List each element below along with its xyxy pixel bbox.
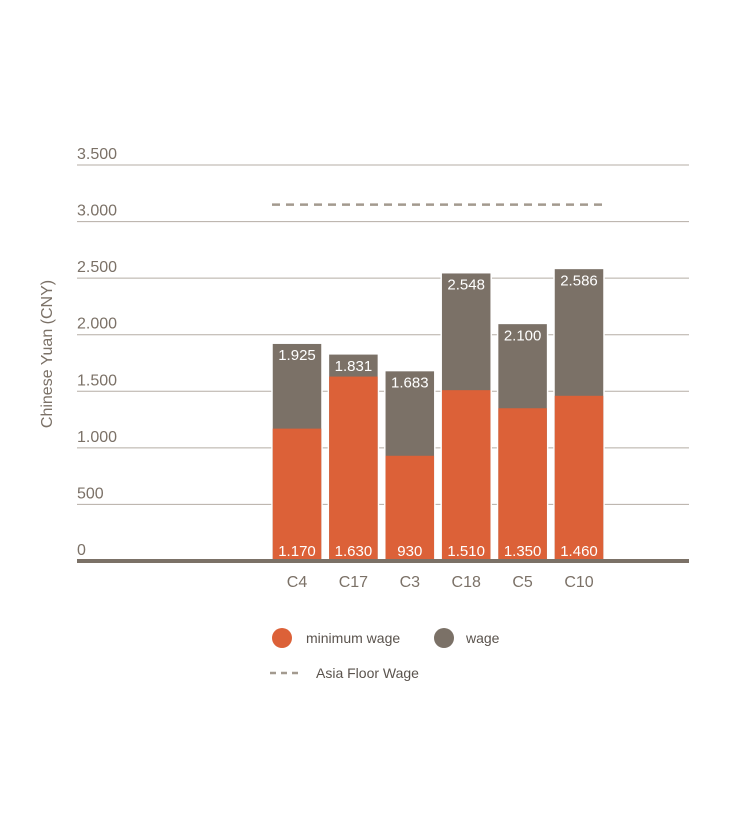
y-tick-label-1500: 1.500 bbox=[77, 372, 117, 389]
wage-data-labels: 1.925 1.831 1.683 2.548 2.100 2.586 bbox=[278, 272, 598, 391]
legend-asia-floor-wage-label: Asia Floor Wage bbox=[316, 665, 419, 681]
y-tick-label-500: 500 bbox=[77, 485, 104, 502]
x-tick-label-c10: C10 bbox=[564, 574, 593, 591]
legend-minimum-wage-swatch bbox=[272, 628, 292, 648]
minimum-wage-bar-c3 bbox=[385, 455, 435, 561]
x-tick-label-c3: C3 bbox=[400, 574, 421, 591]
wage-value-label-c3: 1.683 bbox=[391, 375, 429, 392]
minimum-wage-bar-c17 bbox=[329, 376, 378, 561]
wage-value-label-c18: 2.548 bbox=[447, 277, 485, 294]
wage-series bbox=[271, 267, 605, 562]
x-tick-label-c4: C4 bbox=[287, 574, 308, 591]
legend-wage-swatch bbox=[434, 628, 454, 648]
wage-value-label-c4: 1.925 bbox=[278, 347, 316, 364]
y-tick-label-2000: 2.000 bbox=[77, 316, 117, 333]
legend-minimum-wage-label: minimum wage bbox=[306, 630, 400, 646]
y-tick-label-0: 0 bbox=[77, 542, 86, 559]
x-tick-label-c18: C18 bbox=[452, 574, 481, 591]
wage-value-label-c5: 2.100 bbox=[504, 327, 542, 344]
minimum-wage-bar-c18 bbox=[441, 390, 491, 561]
minimum-wage-value-label-c18: 1.510 bbox=[447, 543, 485, 560]
gridlines bbox=[77, 164, 689, 505]
minimum-wage-value-label-c10: 1.460 bbox=[560, 543, 598, 560]
x-tick-label-c17: C17 bbox=[339, 574, 368, 591]
y-tick-labels: 0 500 1.000 1.500 2.000 2.500 3.000 3.500 bbox=[77, 146, 117, 559]
minimum-wage-value-label-c17: 1.630 bbox=[335, 543, 373, 560]
wage-value-label-c17: 1.831 bbox=[335, 358, 373, 375]
wage-value-label-c10: 2.586 bbox=[560, 272, 598, 289]
minimum-wage-data-labels: 1.170 1.630 930 1.510 1.350 1.460 bbox=[278, 543, 598, 560]
x-tick-label-c5: C5 bbox=[512, 574, 533, 591]
minimum-wage-bar-c10 bbox=[554, 395, 604, 561]
minimum-wage-bar-c4 bbox=[272, 428, 322, 561]
y-tick-label-2500: 2.500 bbox=[77, 259, 117, 276]
minimum-wage-value-label-c3: 930 bbox=[397, 543, 422, 560]
minimum-wage-value-label-c5: 1.350 bbox=[504, 543, 542, 560]
y-tick-label-3000: 3.000 bbox=[77, 203, 117, 220]
y-tick-label-1000: 1.000 bbox=[77, 429, 117, 446]
minimum-wage-value-label-c4: 1.170 bbox=[278, 543, 316, 560]
legend: minimum wage wage Asia Floor Wage bbox=[270, 628, 500, 681]
minimum-wage-series bbox=[272, 376, 604, 561]
legend-wage-label: wage bbox=[465, 630, 500, 646]
y-tick-label-3500: 3.500 bbox=[77, 146, 117, 163]
x-tick-labels: C4 C17 C3 C18 C5 C10 bbox=[287, 574, 594, 591]
minimum-wage-bar-c5 bbox=[498, 408, 547, 561]
y-axis-title: Chinese Yuan (CNY) bbox=[39, 280, 56, 428]
